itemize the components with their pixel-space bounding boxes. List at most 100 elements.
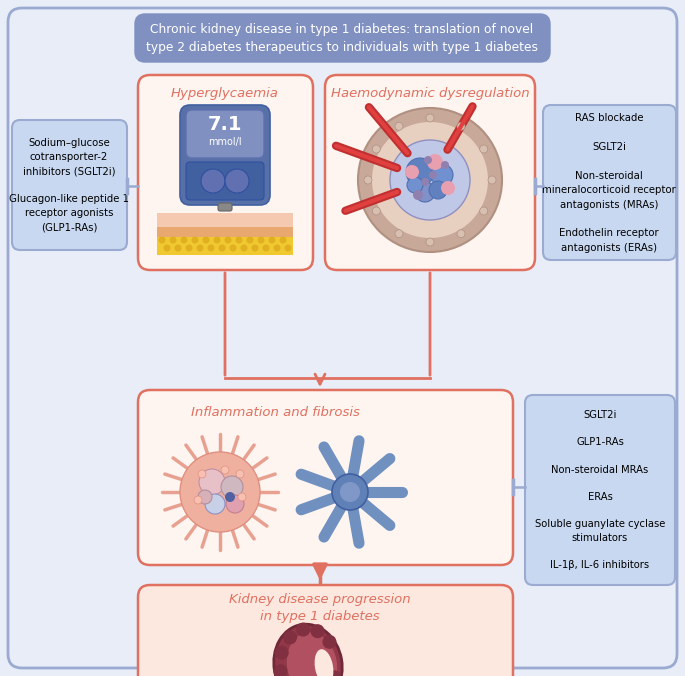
Circle shape <box>214 237 221 243</box>
Circle shape <box>198 470 206 478</box>
Circle shape <box>158 237 166 243</box>
Circle shape <box>441 161 449 169</box>
Ellipse shape <box>274 624 342 676</box>
Circle shape <box>364 176 372 184</box>
Circle shape <box>186 245 192 251</box>
Circle shape <box>262 245 269 251</box>
Circle shape <box>180 452 260 532</box>
Circle shape <box>208 245 214 251</box>
Circle shape <box>192 237 199 243</box>
FancyBboxPatch shape <box>135 14 550 62</box>
Circle shape <box>205 494 225 514</box>
FancyBboxPatch shape <box>157 227 293 237</box>
Circle shape <box>407 177 423 193</box>
Circle shape <box>236 237 242 243</box>
Circle shape <box>240 245 247 251</box>
Text: mmol/l: mmol/l <box>208 137 242 147</box>
Circle shape <box>238 493 246 501</box>
Circle shape <box>296 623 310 637</box>
Text: Sodium–glucose
cotransporter-2
inhibitors (SGLT2i)

Glucagon-like peptide 1
rece: Sodium–glucose cotransporter-2 inhibitor… <box>9 138 129 232</box>
Circle shape <box>273 245 280 251</box>
Circle shape <box>221 476 243 498</box>
FancyBboxPatch shape <box>12 120 127 250</box>
Circle shape <box>169 237 177 243</box>
Circle shape <box>194 496 202 504</box>
Circle shape <box>340 482 360 502</box>
FancyBboxPatch shape <box>138 390 513 565</box>
FancyBboxPatch shape <box>543 105 676 260</box>
FancyBboxPatch shape <box>525 395 675 585</box>
Circle shape <box>219 245 225 251</box>
Circle shape <box>181 237 188 243</box>
Ellipse shape <box>287 632 337 676</box>
Circle shape <box>373 207 380 215</box>
FancyBboxPatch shape <box>8 8 677 668</box>
Circle shape <box>457 230 465 238</box>
Circle shape <box>258 237 264 243</box>
Circle shape <box>395 122 403 130</box>
FancyBboxPatch shape <box>325 75 535 270</box>
Circle shape <box>373 145 380 153</box>
Circle shape <box>395 230 403 238</box>
Text: Inflammation and fibrosis: Inflammation and fibrosis <box>190 406 360 418</box>
Circle shape <box>221 466 229 474</box>
Circle shape <box>275 646 288 660</box>
Text: Hyperglycaemia: Hyperglycaemia <box>171 87 279 99</box>
Circle shape <box>479 145 488 153</box>
Circle shape <box>236 470 244 478</box>
Circle shape <box>421 178 429 186</box>
Circle shape <box>426 238 434 246</box>
Circle shape <box>332 474 368 510</box>
FancyBboxPatch shape <box>138 585 513 676</box>
Circle shape <box>390 140 470 220</box>
Circle shape <box>327 671 341 676</box>
Circle shape <box>415 182 435 202</box>
Circle shape <box>229 245 236 251</box>
Circle shape <box>429 171 437 179</box>
Circle shape <box>441 181 455 195</box>
Circle shape <box>406 158 434 186</box>
Circle shape <box>199 469 225 495</box>
Circle shape <box>225 492 235 502</box>
Circle shape <box>279 237 286 243</box>
FancyBboxPatch shape <box>157 213 293 227</box>
Circle shape <box>283 631 297 644</box>
Circle shape <box>372 122 488 238</box>
Circle shape <box>284 245 292 251</box>
Text: Haemodynamic dysregulation: Haemodynamic dysregulation <box>331 87 530 99</box>
Circle shape <box>164 245 171 251</box>
FancyBboxPatch shape <box>218 203 232 211</box>
FancyBboxPatch shape <box>186 110 264 158</box>
Circle shape <box>413 190 423 200</box>
Circle shape <box>225 237 232 243</box>
Circle shape <box>323 635 336 649</box>
FancyBboxPatch shape <box>157 237 293 255</box>
Circle shape <box>269 237 275 243</box>
Circle shape <box>405 165 419 179</box>
Circle shape <box>273 665 288 676</box>
Circle shape <box>251 245 258 251</box>
Text: RAS blockade

SGLT2i

Non-steroidal
mineralocorticoid receptor
antagonists (MRAs: RAS blockade SGLT2i Non-steroidal minera… <box>542 113 676 253</box>
Circle shape <box>197 245 203 251</box>
Circle shape <box>488 176 496 184</box>
Circle shape <box>424 156 432 164</box>
Text: Chronic kidney disease in type 1 diabetes: translation of novel
type 2 diabetes : Chronic kidney disease in type 1 diabete… <box>146 22 538 53</box>
FancyBboxPatch shape <box>180 105 270 205</box>
Circle shape <box>226 495 244 513</box>
Circle shape <box>427 154 443 170</box>
Circle shape <box>198 490 212 504</box>
Text: SGLT2i

GLP1-RAs

Non-steroidal MRAs

ERAs

Soluble guanylate cyclase
stimulator: SGLT2i GLP1-RAs Non-steroidal MRAs ERAs … <box>535 410 665 570</box>
FancyBboxPatch shape <box>138 75 313 270</box>
Ellipse shape <box>314 649 334 676</box>
Circle shape <box>225 169 249 193</box>
Text: 7.1: 7.1 <box>208 116 242 135</box>
Circle shape <box>201 169 225 193</box>
Circle shape <box>429 181 447 199</box>
Circle shape <box>426 114 434 122</box>
Circle shape <box>310 624 325 638</box>
Circle shape <box>175 245 182 251</box>
Circle shape <box>247 237 253 243</box>
Circle shape <box>358 108 502 252</box>
Text: Kidney disease progression
in type 1 diabetes: Kidney disease progression in type 1 dia… <box>229 593 411 623</box>
Circle shape <box>457 122 465 130</box>
